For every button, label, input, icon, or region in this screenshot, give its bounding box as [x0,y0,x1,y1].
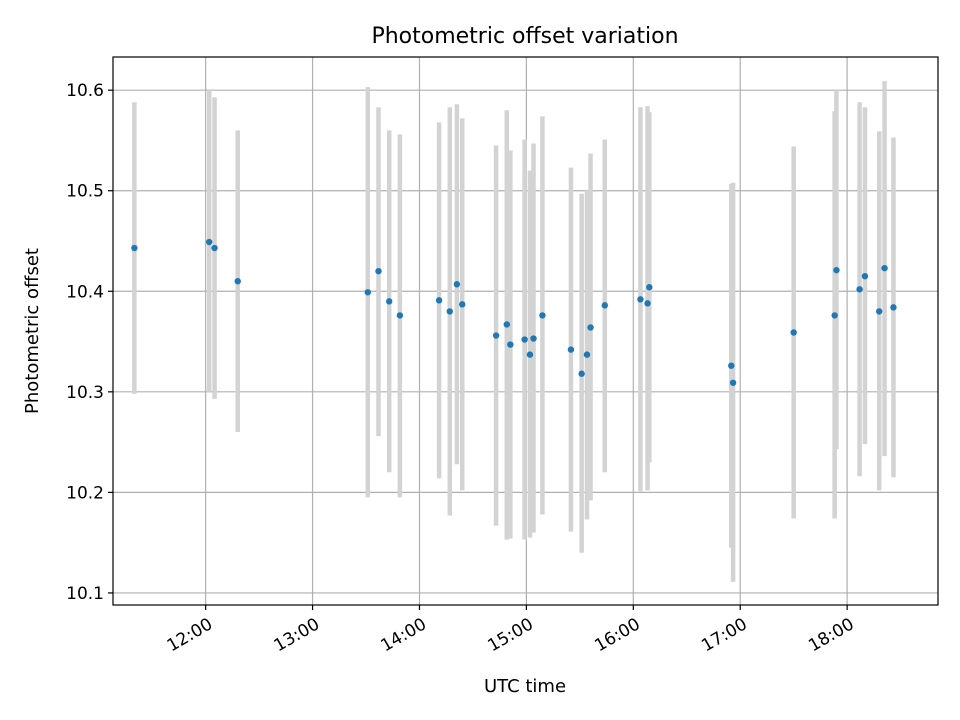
data-point [385,298,393,305]
data-point [539,312,546,319]
data-point [790,329,797,336]
data-point [861,273,869,280]
data-point [521,336,528,343]
y-axis-label: Photometric offset [22,248,43,414]
data-point [364,289,372,296]
data-point [637,296,644,303]
data-point [729,379,737,386]
y-tick-label: 10.1 [66,584,104,604]
plot-area-frame [112,56,939,606]
data-point [646,284,653,291]
y-tick-label: 10.6 [66,81,104,101]
data-point [890,304,897,311]
data-point [530,335,537,342]
y-tick-label: 10.2 [66,483,104,503]
data-point [396,312,404,319]
data-point [644,300,651,307]
data-point [583,351,591,358]
data-point [234,278,241,285]
data-point [728,362,735,369]
data-point [211,244,218,252]
y-tick-label: 10.5 [66,182,104,202]
data-point [459,301,466,308]
data-point [503,321,510,328]
y-tick-label: 10.3 [66,383,104,403]
data-point [507,341,514,348]
data-point [131,244,138,252]
data-point [453,281,461,288]
chart-title: Photometric offset variation [371,24,678,49]
y-axis-ticks: 10.1 10.2 10.3 10.4 10.5 10.6 [66,81,113,604]
y-tick-label: 10.4 [66,282,104,302]
data-point [206,238,213,246]
data-point [881,264,888,272]
data-point [601,302,608,309]
data-point [587,324,594,331]
data-point [831,312,838,319]
data-point [435,297,443,304]
data-point [833,266,840,274]
data-point [875,308,883,315]
data-point [446,308,453,315]
data-point [578,370,585,377]
data-point [856,286,863,293]
data-point [375,267,382,275]
data-point [567,346,575,353]
data-point [526,351,534,358]
data-point [492,332,500,339]
x-axis-label: UTC time [484,676,566,697]
data-points [131,238,897,386]
